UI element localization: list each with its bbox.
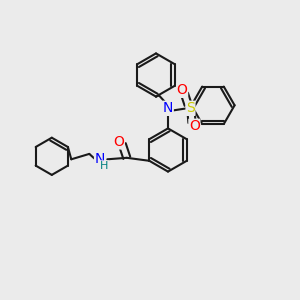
Text: N: N — [163, 101, 173, 115]
Text: O: O — [113, 135, 124, 149]
Text: S: S — [186, 101, 195, 115]
Text: N: N — [94, 152, 105, 166]
Text: O: O — [177, 83, 188, 97]
Text: H: H — [100, 161, 109, 171]
Text: O: O — [189, 119, 200, 133]
